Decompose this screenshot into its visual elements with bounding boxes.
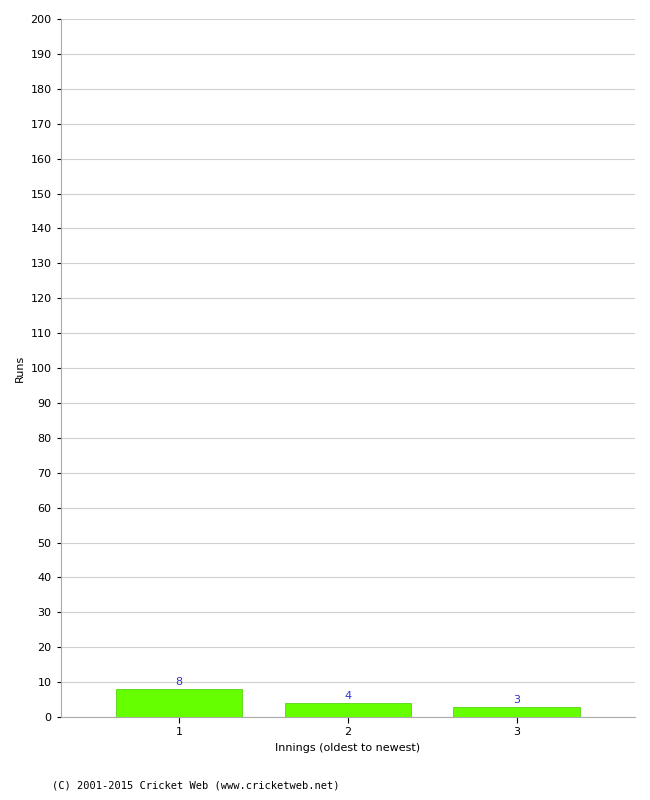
Bar [454, 706, 580, 717]
Text: 4: 4 [344, 691, 352, 702]
Text: 3: 3 [514, 695, 520, 705]
Bar [285, 703, 411, 717]
Bar [116, 689, 242, 717]
Text: 8: 8 [176, 678, 183, 687]
Y-axis label: Runs: Runs [15, 354, 25, 382]
X-axis label: Innings (oldest to newest): Innings (oldest to newest) [276, 743, 421, 753]
Text: (C) 2001-2015 Cricket Web (www.cricketweb.net): (C) 2001-2015 Cricket Web (www.cricketwe… [52, 781, 339, 790]
